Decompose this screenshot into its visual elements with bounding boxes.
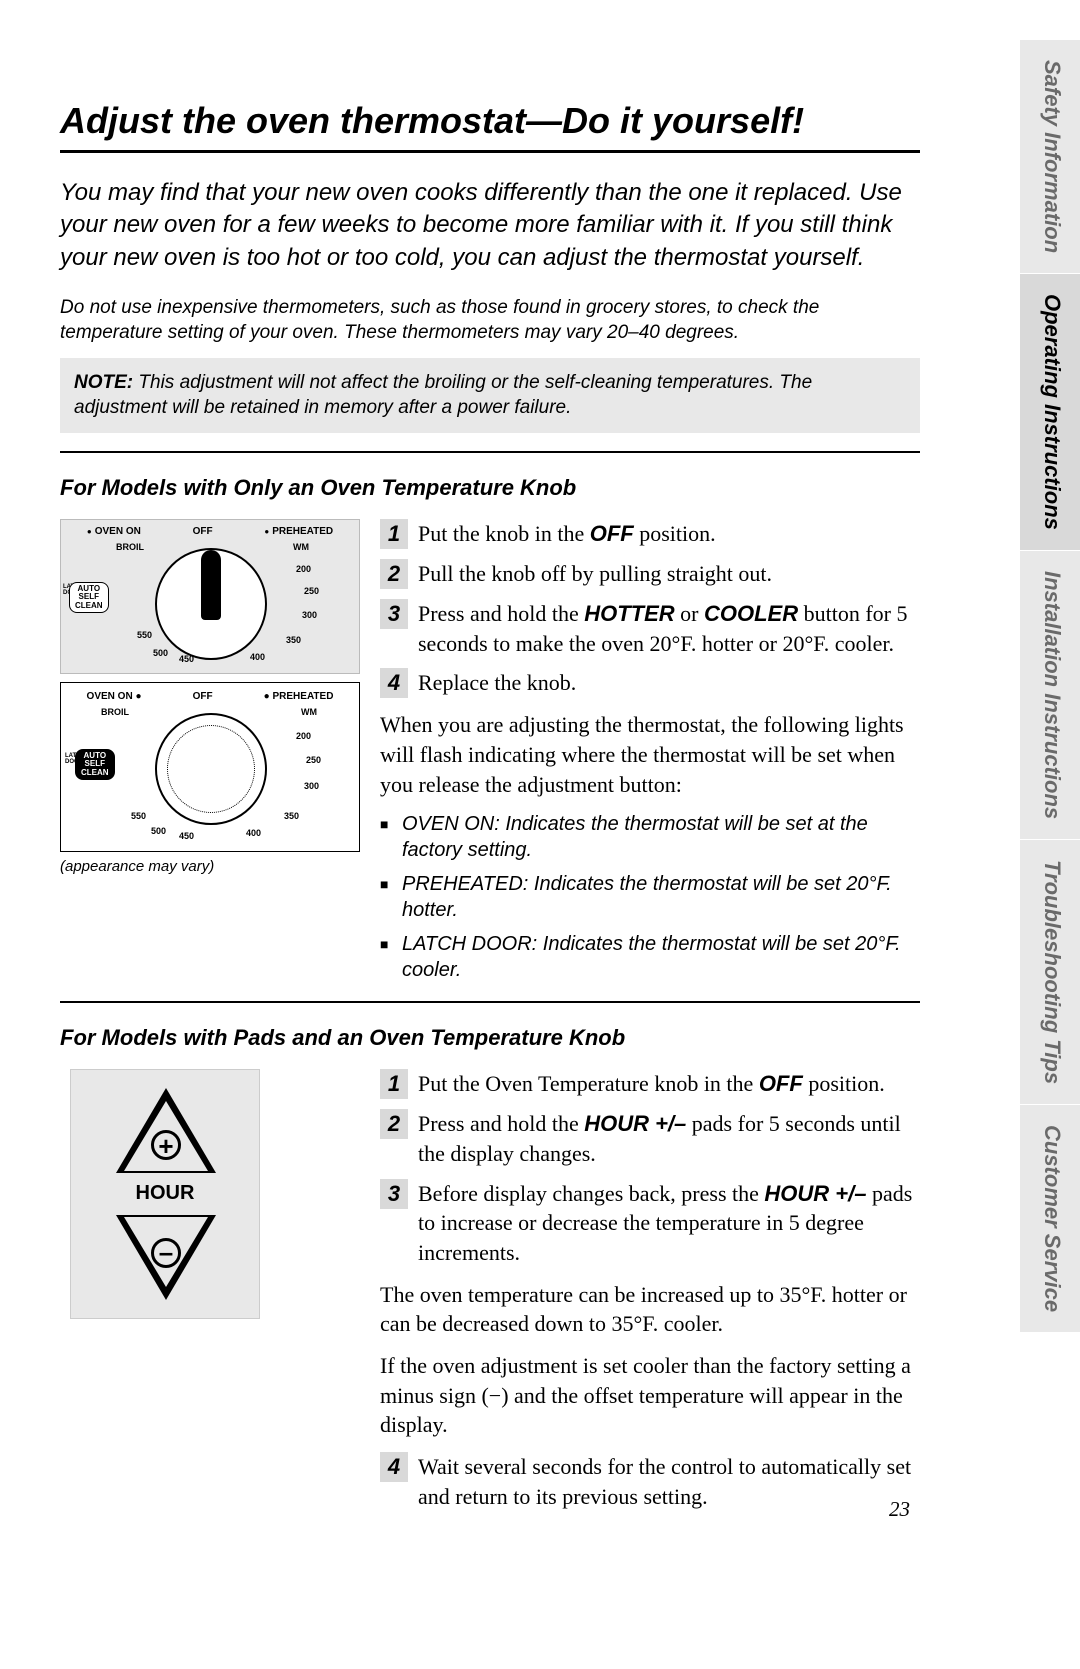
sidebar-tabs: Safety Information Operating Instruction… — [1020, 40, 1080, 1630]
auto-self-clean-label: AUTOSELFCLEAN — [69, 582, 109, 613]
temp2-550: 550 — [131, 811, 146, 821]
section1-body: OVEN ON OFF PREHEATED BROIL WM LATCHDOOR… — [60, 519, 920, 991]
temp2-400: 400 — [246, 828, 261, 838]
section1-step-3: 3 Press and hold the HOTTER or COOLER bu… — [380, 599, 920, 658]
temp-300: 300 — [302, 610, 317, 620]
temp-550: 550 — [137, 630, 152, 640]
dial-illustration-2: OVEN ON ● OFF ● PREHEATED BROIL WM LATCH… — [60, 682, 360, 852]
temp-500: 500 — [153, 648, 168, 658]
step-number: 3 — [380, 1179, 408, 1209]
step-text: Put the Oven Temperature knob in the OFF… — [418, 1069, 920, 1099]
off-label-2: OFF — [193, 691, 213, 702]
broil-label-2: BROIL — [101, 707, 129, 717]
dial-pointer — [201, 550, 221, 620]
knob-illustration-column: OVEN ON OFF PREHEATED BROIL WM LATCHDOOR… — [60, 519, 360, 875]
temp-350: 350 — [286, 635, 301, 645]
bullet-oven-on: ■ OVEN ON: Indicates the thermostat will… — [380, 811, 920, 863]
step-text: Press and hold the HOTTER or COOLER butt… — [418, 599, 920, 658]
step-text: Put the knob in the OFF position. — [418, 519, 920, 549]
section1-step-1: 1 Put the knob in the OFF position. — [380, 519, 920, 549]
temp2-450: 450 — [179, 831, 194, 841]
section2-step-4: 4 Wait several seconds for the control t… — [380, 1452, 920, 1511]
bullet-icon: ■ — [380, 811, 392, 863]
temp2-500: 500 — [151, 826, 166, 836]
step-text: Replace the knob. — [418, 668, 920, 698]
note-label: NOTE: — [74, 372, 133, 393]
dial-illustration-1: OVEN ON OFF PREHEATED BROIL WM LATCHDOOR… — [60, 519, 360, 674]
section1-step-4: 4 Replace the knob. — [380, 668, 920, 698]
off-label: OFF — [193, 526, 213, 537]
tab-troubleshooting-tips[interactable]: Troubleshooting Tips — [1020, 840, 1080, 1105]
page-number: 23 — [889, 1497, 910, 1522]
section2-body: + HOUR – 1 Put the Oven Temperature knob… — [60, 1069, 920, 1521]
section2-heading: For Models with Pads and an Oven Tempera… — [60, 1025, 920, 1051]
temp2-300: 300 — [304, 781, 319, 791]
hour-label: HOUR — [71, 1182, 259, 1205]
preheated-label-2: ● PREHEATED — [264, 691, 334, 702]
hour-pad-illustration: + HOUR – — [70, 1069, 260, 1319]
section1-follow-para: When you are adjusting the thermostat, t… — [380, 710, 920, 799]
dial-inner-2 — [167, 725, 255, 813]
step-text: Pull the knob off by pulling straight ou… — [418, 559, 920, 589]
note-text: This adjustment will not affect the broi… — [74, 372, 812, 419]
temp2-350: 350 — [284, 811, 299, 821]
hour-pad-illustration-column: + HOUR – — [60, 1069, 360, 1319]
thermometer-warning: Do not use inexpensive thermometers, suc… — [60, 296, 920, 345]
step-text: Before display changes back, press the H… — [418, 1179, 920, 1268]
bullet-preheated: ■ PREHEATED: Indicates the thermostat wi… — [380, 871, 920, 923]
wm-label-2: WM — [301, 707, 317, 717]
step-number: 1 — [380, 1069, 408, 1099]
step-text: Wait several seconds for the control to … — [418, 1452, 920, 1511]
temp2-200: 200 — [296, 731, 311, 741]
divider — [60, 1001, 920, 1003]
section1-text: 1 Put the knob in the OFF position. 2 Pu… — [380, 519, 920, 991]
wm-label: WM — [293, 542, 309, 552]
tab-installation-instructions[interactable]: Installation Instructions — [1020, 551, 1080, 840]
step-number: 4 — [380, 668, 408, 698]
section1-bullets: ■ OVEN ON: Indicates the thermostat will… — [380, 811, 920, 983]
temp-250: 250 — [304, 586, 319, 596]
step-number: 3 — [380, 599, 408, 629]
page-title: Adjust the oven thermostat—Do it yoursel… — [60, 100, 920, 153]
section1-heading: For Models with Only an Oven Temperature… — [60, 475, 920, 501]
temp-200: 200 — [296, 564, 311, 574]
section2-step-3: 3 Before display changes back, press the… — [380, 1179, 920, 1268]
bullet-icon: ■ — [380, 871, 392, 923]
temp-400: 400 — [250, 652, 265, 662]
step-number: 2 — [380, 1109, 408, 1139]
step-number: 1 — [380, 519, 408, 549]
auto-self-clean-label-2: AUTOSELFCLEAN — [75, 749, 115, 780]
bullet-icon: ■ — [380, 931, 392, 983]
tab-customer-service[interactable]: Customer Service — [1020, 1105, 1080, 1333]
section2-step-2: 2 Press and hold the HOUR +/– pads for 5… — [380, 1109, 920, 1168]
divider — [60, 451, 920, 453]
section1-step-2: 2 Pull the knob off by pulling straight … — [380, 559, 920, 589]
step-text: Press and hold the HOUR +/– pads for 5 s… — [418, 1109, 920, 1168]
temp2-250: 250 — [306, 755, 321, 765]
section2-para2: If the oven adjustment is set cooler tha… — [380, 1351, 920, 1440]
appearance-caption: (appearance may vary) — [60, 858, 360, 875]
tab-operating-instructions[interactable]: Operating Instructions — [1020, 274, 1080, 551]
broil-label: BROIL — [116, 542, 144, 552]
step-number: 2 — [380, 559, 408, 589]
bullet-latch-door: ■ LATCH DOOR: Indicates the thermostat w… — [380, 931, 920, 983]
tab-safety-information[interactable]: Safety Information — [1020, 40, 1080, 274]
oven-on-label: OVEN ON — [87, 526, 141, 537]
section2-step-1: 1 Put the Oven Temperature knob in the O… — [380, 1069, 920, 1099]
step-number: 4 — [380, 1452, 408, 1482]
oven-on-label-2: OVEN ON ● — [87, 691, 142, 702]
note-box: NOTE: This adjustment will not affect th… — [60, 358, 920, 433]
temp-450: 450 — [179, 654, 194, 664]
preheated-label: PREHEATED — [264, 526, 333, 537]
manual-page: Adjust the oven thermostat—Do it yoursel… — [0, 0, 960, 1552]
section2-text: 1 Put the Oven Temperature knob in the O… — [380, 1069, 920, 1521]
section2-para1: The oven temperature can be increased up… — [380, 1280, 920, 1339]
intro-paragraph: You may find that your new oven cooks di… — [60, 177, 920, 274]
